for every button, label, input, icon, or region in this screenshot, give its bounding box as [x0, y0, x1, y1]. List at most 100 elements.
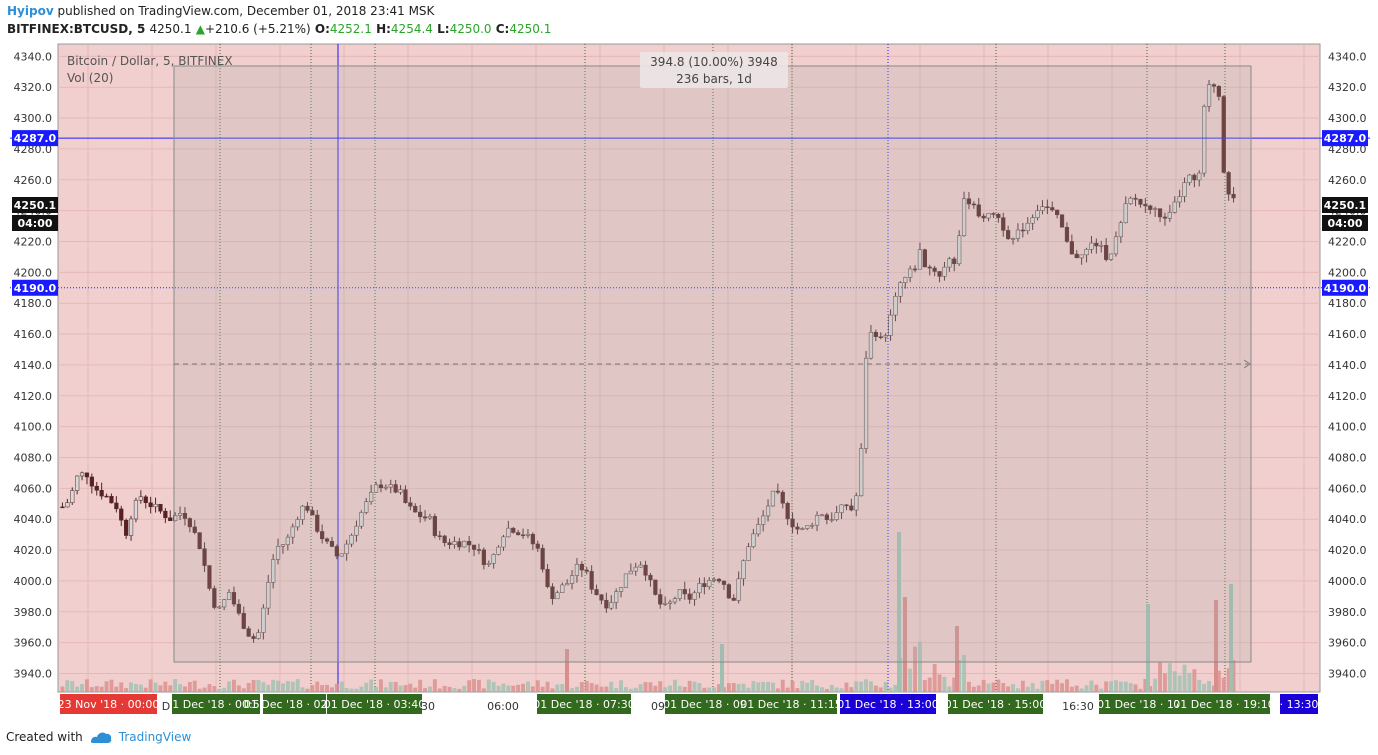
- candle: [133, 499, 139, 520]
- volume-bar: [119, 682, 124, 692]
- price-chart[interactable]: 394.8 (10.00%) 3948 236 bars, 1d Bitcoin /…: [0, 0, 1378, 730]
- volume-bar: [173, 679, 178, 692]
- volume-bar: [511, 685, 516, 692]
- candle: [643, 564, 648, 576]
- volume-bar: [369, 679, 374, 692]
- volume-bar: [955, 626, 959, 692]
- candle: [369, 491, 374, 502]
- volume-bar: [540, 686, 545, 692]
- candle: [422, 516, 428, 519]
- volume-bar: [1099, 688, 1104, 692]
- candle: [511, 527, 516, 533]
- candle: [457, 541, 462, 548]
- candle: [388, 484, 393, 488]
- volume-bar: [1035, 688, 1040, 692]
- volume-bar: [163, 681, 168, 692]
- candle: [1167, 212, 1172, 219]
- tradingview-link[interactable]: TradingView: [118, 730, 192, 744]
- volume-bar: [75, 686, 80, 692]
- volume-bar: [501, 683, 506, 692]
- volume-bar: [379, 679, 383, 692]
- candle: [481, 549, 486, 565]
- candle: [966, 198, 972, 205]
- high-label: H:: [376, 22, 391, 36]
- volume-bar: [545, 681, 550, 692]
- volume-bar: [1133, 684, 1138, 692]
- time-tag: 01 Dec '18 · 09: [663, 698, 747, 711]
- candle: [334, 546, 339, 557]
- volume-bar: [775, 688, 780, 692]
- candle: [633, 566, 638, 572]
- volume-bar: [60, 686, 65, 692]
- volume-bar: [506, 685, 511, 692]
- candle: [1055, 209, 1060, 216]
- candle: [462, 540, 467, 548]
- volume-bar: [491, 681, 496, 692]
- open-value: 4252.1: [329, 22, 372, 36]
- candle: [952, 258, 957, 265]
- candle: [1182, 182, 1187, 197]
- candle: [364, 501, 369, 513]
- candle: [839, 504, 844, 513]
- candle: [623, 573, 629, 588]
- volume-bar: [241, 688, 246, 692]
- current-price-tag-left-bg: [12, 197, 58, 213]
- candle: [1020, 229, 1025, 232]
- volume-bar: [1074, 685, 1079, 692]
- volume-bar: [820, 687, 824, 692]
- volume-bar: [521, 683, 525, 692]
- candle: [560, 584, 565, 593]
- candle: [393, 484, 398, 493]
- volume-bar: [677, 685, 682, 692]
- volume-bar: [720, 644, 724, 692]
- candle: [182, 512, 188, 519]
- candle: [1157, 208, 1163, 218]
- candle: [604, 599, 609, 609]
- candle: [932, 267, 937, 272]
- y-tick-label-left: 4000.0: [14, 575, 53, 588]
- candle: [236, 603, 241, 614]
- candle: [981, 215, 986, 219]
- time-tag: 23 Nov '18 · 00:00: [58, 698, 160, 711]
- candle: [947, 258, 952, 268]
- volume-bar: [952, 677, 957, 692]
- volume-bar: [281, 683, 285, 692]
- volume-bar: [1065, 679, 1069, 692]
- volume-bar: [403, 685, 408, 692]
- candle: [540, 548, 545, 570]
- price-tag-top-left-bg: [12, 130, 58, 147]
- volume-bar: [437, 688, 442, 692]
- time-tag-bg: [745, 694, 837, 714]
- close-label: C:: [495, 22, 510, 36]
- volume-bar: [530, 686, 535, 692]
- y-tick-label-right: 4100.0: [1328, 421, 1367, 434]
- candle: [834, 512, 839, 520]
- volume-bar: [947, 686, 952, 692]
- candle: [991, 213, 996, 215]
- volume-bar: [310, 685, 315, 692]
- volume-bar: [192, 680, 197, 692]
- volume-bar: [869, 681, 873, 692]
- measure-tooltip: [640, 52, 788, 88]
- candle: [231, 592, 237, 605]
- candle: [310, 510, 315, 516]
- y-tick-label-right: 4000.0: [1328, 575, 1367, 588]
- candle: [1074, 253, 1079, 259]
- volume-bar: [1123, 681, 1128, 692]
- candle: [741, 560, 746, 580]
- candle: [873, 331, 878, 337]
- y-tick-label-left: 4220.0: [14, 235, 53, 248]
- candle: [569, 575, 575, 584]
- volume-bar: [859, 681, 864, 692]
- volume-bar: [555, 684, 560, 692]
- candle: [496, 546, 501, 555]
- volume-bar: [922, 680, 927, 692]
- volume-bar: [633, 687, 638, 692]
- volume-bar: [1221, 677, 1226, 692]
- author-name[interactable]: Hyipov: [7, 4, 54, 18]
- candle: [765, 505, 771, 517]
- volume-bar: [65, 680, 70, 692]
- low-label: L:: [437, 22, 450, 36]
- volume-bar: [927, 677, 932, 692]
- volume-bar: [364, 682, 369, 692]
